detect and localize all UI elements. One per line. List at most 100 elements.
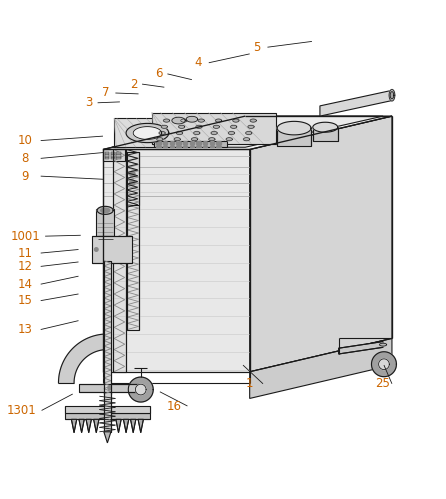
Bar — [169, 146, 174, 147]
Polygon shape — [104, 432, 111, 443]
Bar — [163, 146, 167, 147]
Polygon shape — [131, 419, 136, 433]
Text: 1001: 1001 — [10, 230, 40, 243]
Text: 6: 6 — [155, 67, 162, 80]
Bar — [105, 154, 109, 157]
Bar — [163, 142, 167, 143]
Bar — [169, 143, 174, 144]
Polygon shape — [126, 123, 169, 143]
Polygon shape — [211, 131, 217, 135]
Bar — [203, 145, 207, 146]
Polygon shape — [233, 119, 239, 122]
Polygon shape — [128, 152, 139, 329]
Bar — [196, 142, 201, 143]
Polygon shape — [163, 119, 169, 122]
Polygon shape — [215, 119, 222, 122]
Polygon shape — [96, 210, 114, 236]
Polygon shape — [194, 131, 200, 135]
Polygon shape — [152, 113, 277, 144]
Polygon shape — [133, 127, 161, 139]
Bar — [210, 146, 214, 147]
Polygon shape — [124, 419, 129, 433]
Bar — [163, 143, 167, 144]
Bar — [116, 154, 121, 157]
Polygon shape — [78, 384, 139, 392]
Bar — [210, 142, 214, 143]
Bar — [156, 142, 161, 143]
Bar — [183, 145, 187, 146]
Bar — [111, 154, 115, 157]
Bar — [156, 143, 161, 144]
Polygon shape — [172, 117, 185, 124]
Polygon shape — [339, 341, 383, 354]
Bar — [156, 146, 161, 147]
Bar — [116, 152, 121, 154]
Polygon shape — [98, 236, 113, 242]
Text: 1: 1 — [246, 377, 253, 390]
Polygon shape — [116, 419, 121, 433]
Bar — [183, 146, 187, 147]
Text: 4: 4 — [195, 56, 202, 69]
Polygon shape — [112, 116, 383, 147]
Bar — [190, 143, 194, 144]
Polygon shape — [154, 141, 227, 147]
Bar — [176, 143, 181, 144]
Bar — [203, 146, 207, 147]
Polygon shape — [65, 413, 105, 419]
Polygon shape — [136, 384, 146, 395]
Polygon shape — [176, 131, 182, 135]
Polygon shape — [101, 208, 110, 213]
Polygon shape — [130, 180, 135, 186]
Polygon shape — [110, 413, 150, 419]
Bar — [169, 145, 174, 146]
Bar — [210, 145, 214, 146]
Polygon shape — [178, 125, 185, 128]
Bar — [176, 146, 181, 147]
Polygon shape — [209, 138, 215, 141]
Polygon shape — [389, 89, 395, 101]
Bar — [203, 142, 207, 143]
Polygon shape — [313, 122, 338, 132]
Bar — [163, 145, 167, 146]
Polygon shape — [379, 359, 389, 370]
Polygon shape — [390, 92, 394, 99]
Text: 1301: 1301 — [7, 404, 37, 417]
Bar — [183, 143, 187, 144]
Polygon shape — [92, 236, 132, 263]
Text: 7: 7 — [102, 86, 110, 99]
Bar — [176, 142, 181, 143]
Bar — [156, 145, 161, 146]
Polygon shape — [244, 138, 250, 141]
Text: 3: 3 — [85, 96, 92, 109]
Bar — [203, 143, 207, 144]
Bar — [216, 142, 221, 143]
Polygon shape — [113, 150, 126, 372]
Polygon shape — [110, 406, 150, 413]
Polygon shape — [94, 419, 99, 433]
Bar — [196, 146, 201, 147]
Polygon shape — [181, 119, 187, 122]
Polygon shape — [231, 125, 237, 128]
Polygon shape — [250, 119, 256, 122]
Polygon shape — [65, 406, 105, 413]
Text: 9: 9 — [21, 170, 29, 183]
Bar — [169, 142, 174, 143]
Polygon shape — [277, 128, 311, 146]
Text: 2: 2 — [130, 78, 138, 91]
Bar — [190, 145, 194, 146]
Polygon shape — [58, 334, 107, 383]
Text: 5: 5 — [252, 41, 260, 54]
Polygon shape — [250, 338, 392, 398]
Polygon shape — [95, 248, 98, 251]
Polygon shape — [313, 127, 338, 141]
Polygon shape — [108, 386, 112, 390]
Bar — [196, 143, 201, 144]
Text: 12: 12 — [18, 260, 33, 273]
Polygon shape — [103, 150, 125, 161]
Polygon shape — [161, 125, 167, 128]
Polygon shape — [213, 125, 219, 128]
Polygon shape — [228, 131, 235, 135]
Bar — [116, 157, 121, 159]
Bar — [216, 143, 221, 144]
Polygon shape — [380, 343, 387, 346]
